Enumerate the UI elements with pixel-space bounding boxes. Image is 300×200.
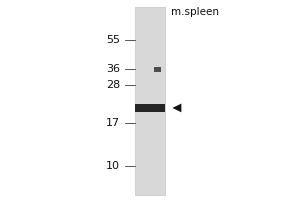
- Polygon shape: [135, 104, 165, 112]
- Polygon shape: [172, 104, 182, 112]
- Text: 36: 36: [106, 64, 120, 74]
- Polygon shape: [154, 67, 161, 72]
- FancyBboxPatch shape: [135, 7, 165, 195]
- Text: 28: 28: [106, 80, 120, 90]
- Text: 10: 10: [106, 161, 120, 171]
- Text: 17: 17: [106, 118, 120, 128]
- Text: m.spleen: m.spleen: [171, 7, 219, 17]
- Text: 55: 55: [106, 35, 120, 45]
